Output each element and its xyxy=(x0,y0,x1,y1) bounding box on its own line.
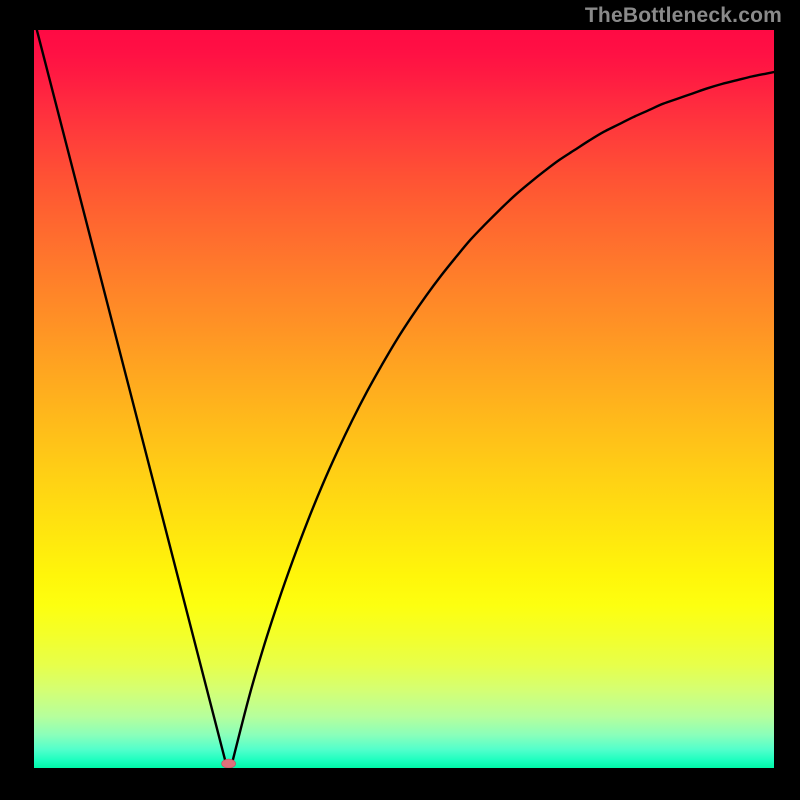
optimal-point-marker xyxy=(222,759,236,768)
plot-background xyxy=(34,30,774,768)
watermark-text: TheBottleneck.com xyxy=(585,4,782,28)
